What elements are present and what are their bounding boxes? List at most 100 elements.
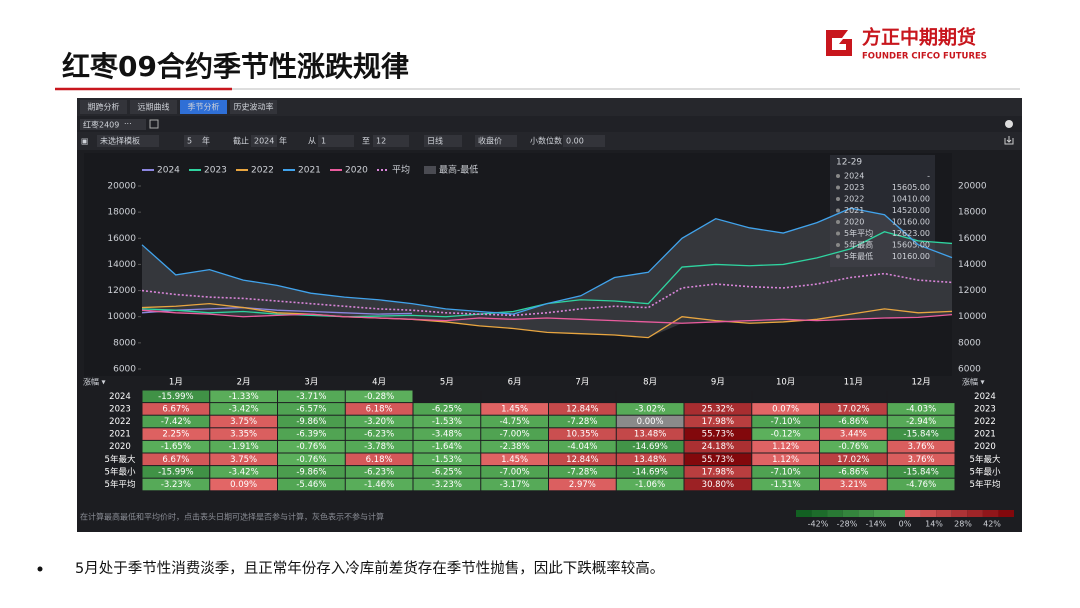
cell-value: 2.97% bbox=[569, 480, 596, 490]
legend-swatch bbox=[424, 166, 436, 174]
column-header[interactable]: 5月 bbox=[440, 378, 454, 388]
table-cell bbox=[278, 440, 345, 453]
column-header[interactable]: 6月 bbox=[508, 378, 522, 388]
table-cell bbox=[752, 415, 819, 428]
column-header[interactable]: 8月 bbox=[643, 378, 657, 388]
row-label: 2020 bbox=[974, 442, 996, 452]
table-cell bbox=[887, 415, 955, 428]
cell-value: -7.10% bbox=[771, 467, 801, 477]
table-cell bbox=[752, 403, 819, 415]
cell-value: -3.02% bbox=[635, 404, 665, 414]
cell-value: 55.73% bbox=[702, 430, 734, 440]
table-cell bbox=[278, 478, 345, 491]
cell-value: 1.12% bbox=[772, 455, 799, 465]
scale-label: -14% bbox=[866, 520, 887, 529]
tooltip-dot bbox=[836, 254, 840, 259]
scale-label: 28% bbox=[954, 520, 972, 529]
table-cell bbox=[887, 403, 955, 415]
tooltip-value: 10160.00 bbox=[892, 252, 930, 261]
more-icon[interactable]: ··· bbox=[124, 120, 132, 129]
legend-label: 2023 bbox=[204, 166, 227, 176]
table-cell bbox=[752, 466, 819, 478]
logo-mark bbox=[826, 30, 852, 56]
scale-label: -42% bbox=[808, 520, 829, 529]
table-cell bbox=[752, 390, 819, 403]
toolbar-field[interactable] bbox=[184, 135, 208, 147]
cell-value: -3.23% bbox=[161, 480, 191, 490]
y2-tick-label: 20000 bbox=[958, 182, 987, 192]
cell-value: 17.02% bbox=[837, 455, 869, 465]
legend-label: 2021 bbox=[298, 166, 321, 176]
cell-value: 3.21% bbox=[840, 480, 867, 490]
cell-value: -6.57% bbox=[296, 404, 326, 414]
tab-label: 历史波动率 bbox=[234, 102, 274, 112]
cell-value: -1.65% bbox=[161, 442, 191, 452]
toolbar-field[interactable] bbox=[251, 135, 277, 147]
bullet-text: 5月处于季节性消费淡季，且正常年份存入冷库前差货存在季节性抛售，因此下跌概率较高… bbox=[75, 559, 664, 577]
y2-tick-label: 8000 bbox=[958, 338, 981, 348]
table-cell bbox=[278, 415, 345, 428]
row-label: 2024 bbox=[109, 392, 131, 402]
download-icon[interactable] bbox=[1004, 136, 1014, 145]
cell-value: -1.51% bbox=[771, 480, 801, 490]
table-cell bbox=[481, 390, 548, 403]
scale-swatch bbox=[951, 510, 968, 517]
column-header[interactable]: 12月 bbox=[911, 378, 930, 388]
table-cell bbox=[887, 428, 955, 440]
tooltip-key: 5年最高 bbox=[844, 240, 873, 250]
toolbar-field[interactable] bbox=[475, 135, 517, 147]
tab[interactable] bbox=[130, 100, 177, 114]
cell-value: 13.48% bbox=[634, 430, 666, 440]
column-header[interactable]: 3月 bbox=[304, 378, 318, 388]
scale-swatch bbox=[920, 510, 937, 517]
table-cell bbox=[481, 466, 548, 478]
table-cell bbox=[616, 428, 684, 440]
table-cell bbox=[142, 478, 210, 491]
column-header[interactable]: 2月 bbox=[237, 378, 251, 388]
cell-value: -0.12% bbox=[771, 430, 801, 440]
tab[interactable] bbox=[80, 100, 127, 114]
toolbar-label: 日线 bbox=[427, 136, 443, 146]
toolbar-field[interactable] bbox=[563, 135, 605, 147]
cell-value: -14.69% bbox=[632, 467, 667, 477]
help-icon[interactable] bbox=[1005, 120, 1013, 128]
scale-swatch bbox=[905, 510, 921, 517]
column-header[interactable]: 10月 bbox=[776, 378, 795, 388]
column-header[interactable]: 4月 bbox=[372, 378, 386, 388]
toolbar-field[interactable] bbox=[424, 135, 462, 147]
cell-value: -1.46% bbox=[364, 480, 394, 490]
contract-box[interactable] bbox=[80, 119, 146, 130]
toolbar-field[interactable] bbox=[373, 135, 409, 147]
checkbox[interactable] bbox=[149, 119, 159, 129]
scale-swatch bbox=[982, 510, 999, 517]
column-header[interactable]: 1月 bbox=[169, 378, 183, 388]
table-cell bbox=[278, 428, 345, 440]
table-cell bbox=[820, 390, 887, 403]
toolbar-label: 0.00 bbox=[566, 137, 584, 146]
column-header[interactable]: 7月 bbox=[575, 378, 589, 388]
cell-value: 3.75% bbox=[230, 455, 257, 465]
cell-value: -3.78% bbox=[364, 442, 394, 452]
table-cell bbox=[684, 403, 752, 415]
cell-value: 3.75% bbox=[230, 417, 257, 427]
cell-value: -7.00% bbox=[500, 430, 530, 440]
cell-value: -14.69% bbox=[632, 442, 667, 452]
toolbar-field[interactable] bbox=[318, 135, 354, 147]
tab[interactable] bbox=[180, 100, 227, 114]
tab[interactable] bbox=[230, 100, 277, 114]
row-label: 2022 bbox=[109, 417, 131, 427]
table-cell bbox=[278, 403, 345, 415]
column-header[interactable]: 11月 bbox=[844, 378, 863, 388]
tooltip-key: 5年平均 bbox=[844, 228, 873, 238]
column-header[interactable]: 9月 bbox=[711, 378, 725, 388]
bullet-dot bbox=[37, 566, 43, 572]
contract-name: 红枣2409 bbox=[83, 120, 119, 130]
table-cell bbox=[142, 415, 210, 428]
cell-value: 1.12% bbox=[772, 442, 799, 452]
table-cell bbox=[345, 390, 413, 403]
row-label: 2021 bbox=[109, 430, 131, 440]
table-cell bbox=[142, 466, 210, 478]
y-tick-label: 8000 bbox=[113, 338, 136, 348]
table-cell bbox=[887, 390, 955, 403]
toolbar-field[interactable] bbox=[97, 135, 159, 147]
